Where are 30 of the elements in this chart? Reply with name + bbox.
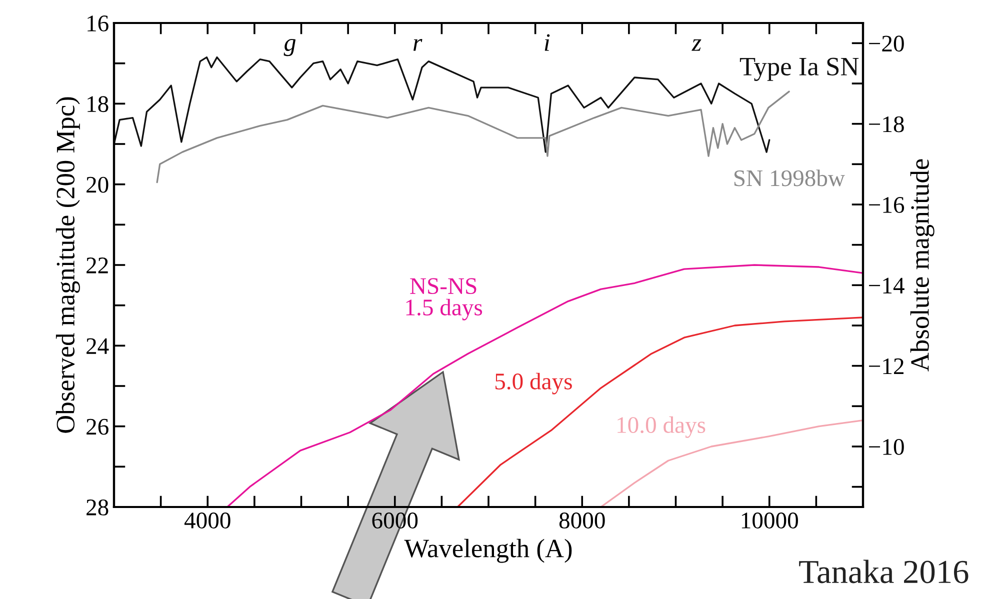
- y-axis-title: Observed magnitude (200 Mpc): [56, 97, 80, 433]
- y-tick-label: 16: [88, 16, 108, 32]
- series-label: Type Ia SN: [740, 58, 859, 81]
- y-tick-label: 22: [86, 258, 108, 274]
- annotation: r: [413, 39, 422, 51]
- y2-tick-label: −16: [869, 197, 904, 213]
- annotation: g: [284, 39, 296, 56]
- series-label: 10.0 days: [618, 416, 706, 438]
- y2-tick-label: −20: [869, 36, 904, 52]
- series-label: SN 1998bw: [734, 170, 845, 186]
- y2-axis-title: Absolute magnitude: [910, 159, 934, 372]
- x-axis-title: Wavelength (A): [404, 538, 572, 563]
- x-tick-label: 8000: [559, 512, 605, 528]
- x-tick-label: 10000: [742, 512, 798, 528]
- y2-tick-label: −12: [869, 358, 904, 374]
- annotation: i: [544, 34, 550, 51]
- series-label: 5.0 days: [495, 372, 572, 394]
- y2-tick-label: −18: [869, 116, 904, 132]
- y-tick-label: 28: [86, 499, 108, 516]
- y-tick-label: 20: [86, 176, 108, 193]
- line-series: [226, 264, 863, 507]
- annotation: z: [692, 39, 702, 51]
- y2-tick-label: −14: [869, 278, 904, 294]
- text: Tanaka 2016: [799, 560, 968, 584]
- y-tick-label: 24: [86, 338, 109, 354]
- y-tick-label: 26: [86, 418, 108, 435]
- series-label: NS-NS 1.5 days: [406, 278, 482, 320]
- y-tick-label: 18: [88, 96, 108, 112]
- x-tick-label: 4000: [184, 512, 230, 528]
- y2-tick-label: −10: [869, 438, 904, 455]
